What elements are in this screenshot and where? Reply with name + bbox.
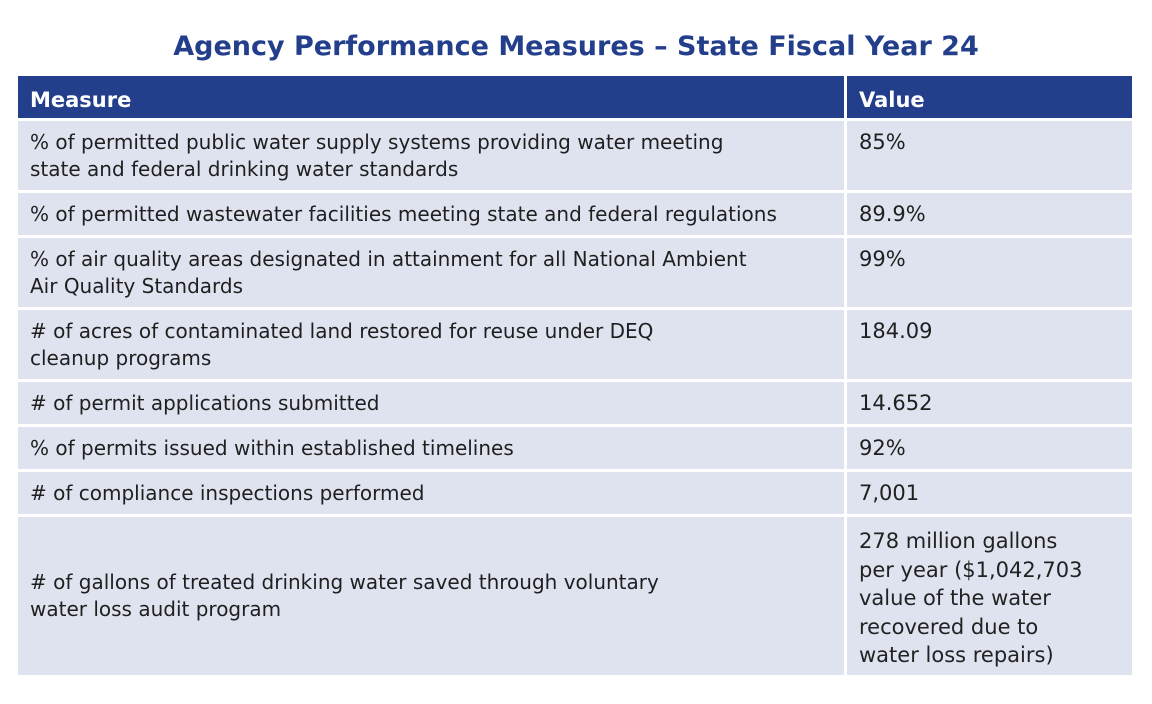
table-row-measure: # of permit applications submitted <box>18 382 844 427</box>
value-line: 278 million gallons <box>859 529 1058 553</box>
value-line: water loss repairs) <box>859 643 1054 667</box>
table-row-value: 14.652 <box>847 382 1132 427</box>
measure-line: water loss audit program <box>30 597 282 621</box>
value-line: per year ($1,042,703 <box>859 557 1083 582</box>
table-row-value: 89.9% <box>847 193 1132 238</box>
value-line: value of the water <box>859 586 1051 610</box>
table-row-value: 85% <box>847 121 1132 193</box>
table-row-value: 92% <box>847 427 1132 472</box>
measure-line: state and federal drinking water standar… <box>30 157 459 181</box>
table-row-value: 184.09 <box>847 310 1132 382</box>
table-row-measure: % of permits issued within established t… <box>18 427 844 472</box>
measure-line: % of air quality areas designated in att… <box>30 247 747 271</box>
table-row-measure: # of acres of contaminated land restored… <box>18 310 844 382</box>
table-row-value: 99% <box>847 238 1132 310</box>
column-header-value: Value <box>847 76 1132 121</box>
table-row-measure: # of gallons of treated drinking water s… <box>18 517 844 675</box>
table-row-value: 278 million gallons per year ($1,042,703… <box>847 517 1132 675</box>
column-header-measure: Measure <box>18 76 844 121</box>
measure-line: # of gallons of treated drinking water s… <box>30 570 659 594</box>
measure-line: # of acres of contaminated land restored… <box>30 319 654 343</box>
table-row-measure: % of permitted public water supply syste… <box>18 121 844 193</box>
page-title: Agency Performance Measures – State Fisc… <box>173 31 979 62</box>
measure-line: % of permitted public water supply syste… <box>30 130 724 154</box>
measure-line: Air Quality Standards <box>30 274 244 298</box>
table-row-measure: % of permitted wastewater facilities mee… <box>18 193 844 238</box>
measure-line: cleanup programs <box>30 346 212 370</box>
table-row-value: 7,001 <box>847 472 1132 517</box>
table-row-measure: # of compliance inspections performed <box>18 472 844 517</box>
performance-table: Measure Value % of permitted public wate… <box>18 76 1132 675</box>
value-line: recovered due to <box>859 614 1039 639</box>
table-row-measure: % of air quality areas designated in att… <box>18 238 844 310</box>
